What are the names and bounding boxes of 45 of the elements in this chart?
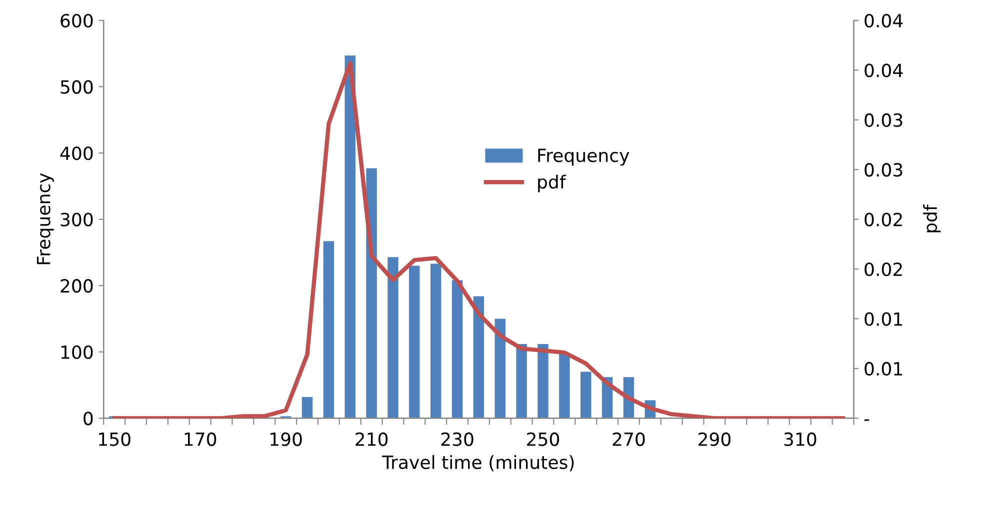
x-tick-label: 150 bbox=[99, 432, 130, 446]
bar bbox=[430, 264, 442, 418]
y2-tick-label: 0.01 bbox=[864, 362, 902, 376]
x-tick-label: 230 bbox=[441, 432, 474, 446]
bar bbox=[559, 354, 570, 418]
bar bbox=[344, 56, 356, 418]
bar bbox=[302, 396, 313, 418]
y2-tick-label: 0.01 bbox=[864, 312, 902, 326]
y2-axis-title: pdf bbox=[923, 204, 941, 232]
y2-tick-label: 0.02 bbox=[864, 262, 902, 276]
y-axis-title: Frequency bbox=[36, 173, 54, 264]
y-tick-label: 400 bbox=[60, 146, 93, 160]
bar bbox=[516, 344, 527, 418]
y-tick-label: 300 bbox=[60, 212, 93, 226]
x-tick-label: 210 bbox=[356, 432, 388, 446]
y-tick-label: 200 bbox=[60, 279, 93, 293]
y2-tick-label: 0.03 bbox=[864, 163, 902, 177]
bar bbox=[366, 168, 377, 418]
y2-tick-label: 0.02 bbox=[864, 212, 902, 226]
legend-label: Frequency bbox=[538, 148, 630, 166]
x-tick-label: 310 bbox=[784, 432, 816, 446]
bar bbox=[388, 257, 398, 418]
bar bbox=[452, 280, 463, 418]
y2-tick-label: - bbox=[864, 419, 870, 421]
y-tick-label: 500 bbox=[60, 80, 93, 94]
line-series bbox=[112, 61, 846, 418]
y-tick-label: 600 bbox=[60, 14, 93, 28]
x-tick-label: 250 bbox=[527, 432, 560, 446]
legend-label: pdf bbox=[538, 174, 566, 192]
x-tick-label: 270 bbox=[612, 432, 645, 446]
y2-tick-label: 0.04 bbox=[864, 14, 903, 28]
y-tick-label: 0 bbox=[84, 412, 93, 426]
x-axis-title: Travel time (minutes) bbox=[382, 455, 574, 472]
bar bbox=[538, 344, 548, 418]
y2-tick-label: 0.04 bbox=[864, 64, 903, 78]
bar bbox=[494, 318, 506, 418]
x-tick-label: 290 bbox=[698, 432, 730, 446]
x-tick-label: 170 bbox=[184, 432, 216, 446]
y2-tick-label: 0.03 bbox=[864, 113, 902, 127]
bar bbox=[323, 241, 334, 418]
bar bbox=[580, 372, 592, 418]
bar bbox=[473, 296, 484, 418]
bar bbox=[409, 266, 420, 418]
y-tick-label: 100 bbox=[61, 345, 93, 360]
x-tick-label: 190 bbox=[270, 432, 302, 446]
